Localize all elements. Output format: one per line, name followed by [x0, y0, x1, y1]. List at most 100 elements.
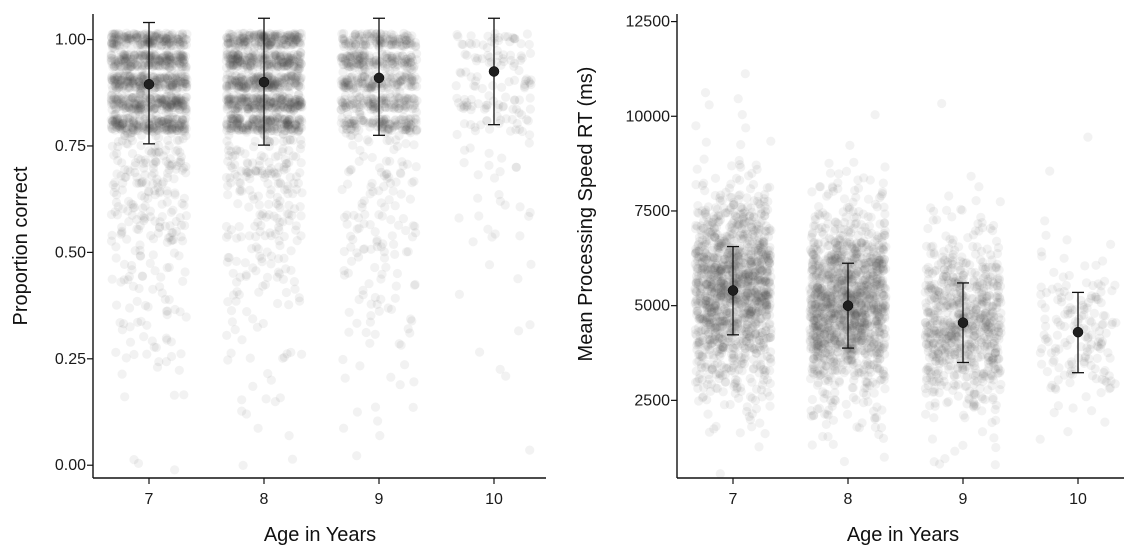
raw-data-point	[139, 54, 150, 64]
raw-data-point	[704, 100, 714, 110]
raw-data-point	[165, 81, 175, 91]
raw-data-point	[176, 98, 186, 108]
raw-data-point	[151, 50, 161, 60]
raw-data-point	[108, 35, 118, 45]
raw-data-point	[155, 93, 166, 103]
raw-data-point	[167, 228, 177, 238]
raw-data-point	[347, 256, 357, 266]
raw-data-point	[125, 337, 136, 347]
raw-data-point	[109, 187, 119, 197]
raw-data-point	[151, 31, 162, 42]
raw-data-point	[119, 104, 129, 114]
raw-data-point	[257, 211, 267, 221]
raw-data-point	[130, 104, 140, 114]
raw-data-point	[182, 82, 192, 92]
raw-data-point	[164, 119, 174, 129]
raw-data-point	[113, 96, 123, 106]
raw-data-point	[340, 373, 350, 383]
raw-data-point	[116, 75, 126, 85]
raw-data-point	[150, 186, 160, 196]
raw-data-point	[168, 37, 178, 47]
raw-data-point	[109, 33, 119, 43]
raw-data-point	[115, 79, 125, 89]
raw-data-point	[243, 120, 253, 130]
raw-data-point	[162, 101, 172, 111]
raw-data-point	[120, 32, 130, 42]
raw-data-point	[114, 36, 124, 46]
raw-data-point	[174, 59, 185, 69]
raw-data-point	[733, 94, 743, 104]
raw-data-point	[176, 232, 186, 242]
raw-data-point	[148, 71, 158, 81]
raw-data-point	[123, 165, 133, 175]
raw-data-point	[166, 98, 176, 108]
raw-data-point	[390, 39, 400, 50]
raw-data-point	[170, 78, 180, 88]
raw-data-point	[268, 74, 278, 85]
raw-data-point	[154, 61, 164, 71]
raw-data-point	[173, 97, 183, 107]
raw-data-point	[137, 130, 147, 140]
raw-data-point	[116, 55, 126, 65]
raw-data-point	[473, 170, 483, 180]
raw-data-point	[129, 79, 139, 89]
raw-data-point	[122, 35, 132, 45]
raw-data-point	[136, 50, 146, 61]
raw-data-point	[137, 271, 147, 281]
raw-data-point	[166, 351, 177, 362]
raw-data-point	[156, 272, 166, 282]
raw-data-point	[167, 80, 178, 90]
raw-data-point	[128, 72, 138, 83]
raw-data-point	[125, 62, 135, 72]
raw-data-point	[132, 61, 143, 71]
raw-data-point	[166, 90, 176, 100]
raw-data-point	[159, 115, 169, 125]
raw-data-point	[128, 116, 139, 127]
raw-data-point	[154, 97, 165, 107]
raw-data-point	[112, 148, 122, 159]
raw-data-point	[156, 94, 166, 104]
raw-data-point	[453, 31, 463, 42]
raw-data-point	[245, 353, 255, 363]
raw-data-point	[173, 99, 183, 109]
raw-data-point	[129, 119, 139, 129]
raw-data-point	[146, 34, 156, 45]
raw-data-point	[134, 77, 144, 87]
raw-data-point	[139, 163, 149, 173]
raw-data-point	[125, 30, 135, 40]
raw-data-point	[125, 52, 135, 63]
raw-data-point	[226, 110, 236, 120]
raw-data-point	[241, 270, 251, 280]
raw-data-point	[106, 115, 116, 125]
raw-data-point	[135, 101, 145, 111]
raw-data-point	[162, 310, 172, 320]
raw-data-point	[124, 217, 134, 227]
raw-data-point	[153, 98, 163, 108]
raw-data-point	[120, 79, 130, 89]
raw-data-point	[148, 61, 158, 71]
raw-data-point	[145, 89, 155, 99]
raw-data-point	[152, 125, 162, 135]
raw-data-point	[177, 102, 188, 112]
raw-data-point	[128, 77, 138, 87]
raw-data-point	[117, 120, 127, 130]
raw-data-point	[161, 71, 171, 81]
raw-data-point	[109, 116, 120, 126]
raw-data-point	[227, 163, 237, 173]
raw-data-point	[131, 60, 141, 70]
raw-data-point	[172, 34, 182, 44]
raw-data-point	[128, 117, 138, 127]
raw-data-point	[132, 178, 142, 188]
raw-data-point	[339, 212, 350, 222]
raw-data-point	[122, 32, 132, 42]
raw-data-point	[128, 127, 138, 137]
raw-data-point	[130, 50, 140, 60]
raw-data-point	[409, 377, 419, 387]
raw-data-point	[123, 113, 133, 123]
raw-data-point	[106, 90, 116, 101]
raw-data-point	[171, 73, 181, 83]
raw-data-point	[172, 74, 182, 84]
raw-data-point	[111, 253, 121, 263]
raw-data-point	[127, 128, 137, 138]
raw-data-point	[138, 52, 148, 62]
